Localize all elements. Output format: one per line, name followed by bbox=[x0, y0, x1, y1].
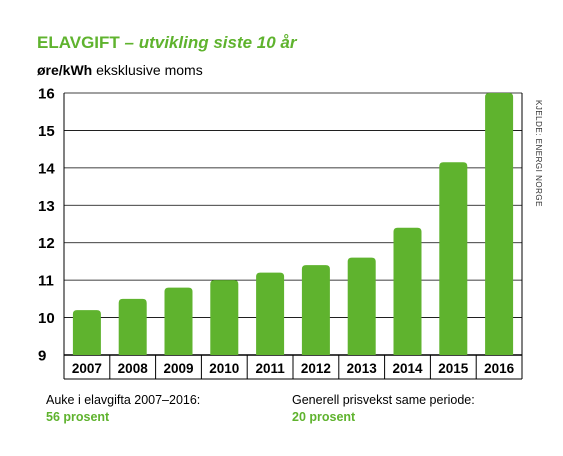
x-tick-label-2011: 2011 bbox=[255, 361, 285, 376]
bar-2008 bbox=[118, 298, 147, 355]
note-price-growth-label: Generell prisvekst same periode: bbox=[292, 393, 475, 407]
y-tick-label-12: 12 bbox=[38, 235, 55, 252]
x-tick-label-2014: 2014 bbox=[392, 361, 423, 376]
x-tick-labels: 2007 2008 2009 2010 2011 2012 2013 2014 2015 2016 bbox=[72, 361, 515, 376]
note-price-growth: Generell prisvekst same periode: 20 pros… bbox=[292, 392, 475, 426]
chart-title-dash: – bbox=[119, 33, 139, 52]
y-tick-label-11: 11 bbox=[38, 273, 54, 290]
x-tick-label-2008: 2008 bbox=[118, 361, 149, 376]
y-tick-labels: 9 10 11 12 13 14 15 16 bbox=[38, 86, 55, 365]
x-tick-label-2007: 2007 bbox=[72, 361, 102, 376]
note-tax-increase-label: Auke i elavgifta 2007–2016: bbox=[46, 393, 201, 407]
bar-2015 bbox=[439, 162, 468, 355]
y-axis-unit-label: øre/kWh eksklusive moms bbox=[37, 62, 203, 78]
y-axis-unit-rest: eksklusive moms bbox=[92, 62, 203, 78]
chart-title-sub: utvikling siste 10 år bbox=[138, 33, 297, 52]
x-tick-label-2016: 2016 bbox=[484, 361, 515, 376]
x-tick-label-2013: 2013 bbox=[347, 361, 378, 376]
chart-title: ELAVGIFT – utvikling siste 10 år bbox=[37, 33, 297, 53]
chart-title-main: ELAVGIFT bbox=[37, 33, 120, 52]
bar-2016 bbox=[485, 93, 514, 355]
x-tick-label-2012: 2012 bbox=[301, 361, 331, 376]
bars-layer bbox=[72, 93, 514, 355]
x-tick-label-2010: 2010 bbox=[209, 361, 239, 376]
bar-2014 bbox=[393, 227, 422, 355]
y-axis-unit-bold: øre/kWh bbox=[37, 62, 93, 78]
y-tick-label-13: 13 bbox=[38, 198, 55, 215]
y-tick-label-14: 14 bbox=[38, 160, 55, 177]
note-tax-increase-value: 56 prosent bbox=[46, 410, 110, 424]
note-price-growth-value: 20 prosent bbox=[292, 410, 356, 424]
y-tick-label-9: 9 bbox=[38, 348, 46, 365]
bar-2007 bbox=[72, 310, 101, 355]
x-tick-label-2009: 2009 bbox=[163, 361, 193, 376]
y-tick-label-16: 16 bbox=[38, 86, 55, 103]
y-tick-label-15: 15 bbox=[38, 123, 55, 140]
note-tax-increase: Auke i elavgifta 2007–2016: 56 prosent bbox=[46, 392, 200, 426]
source-credit: KJELDE: ENERGI NORGE bbox=[534, 100, 543, 207]
bar-2013 bbox=[347, 257, 376, 355]
bar-2010 bbox=[210, 280, 239, 355]
x-tick-label-2015: 2015 bbox=[438, 361, 469, 376]
bar-2012 bbox=[301, 265, 330, 355]
bar-2009 bbox=[164, 287, 193, 355]
bar-2011 bbox=[256, 272, 285, 355]
y-tick-label-10: 10 bbox=[38, 310, 55, 327]
